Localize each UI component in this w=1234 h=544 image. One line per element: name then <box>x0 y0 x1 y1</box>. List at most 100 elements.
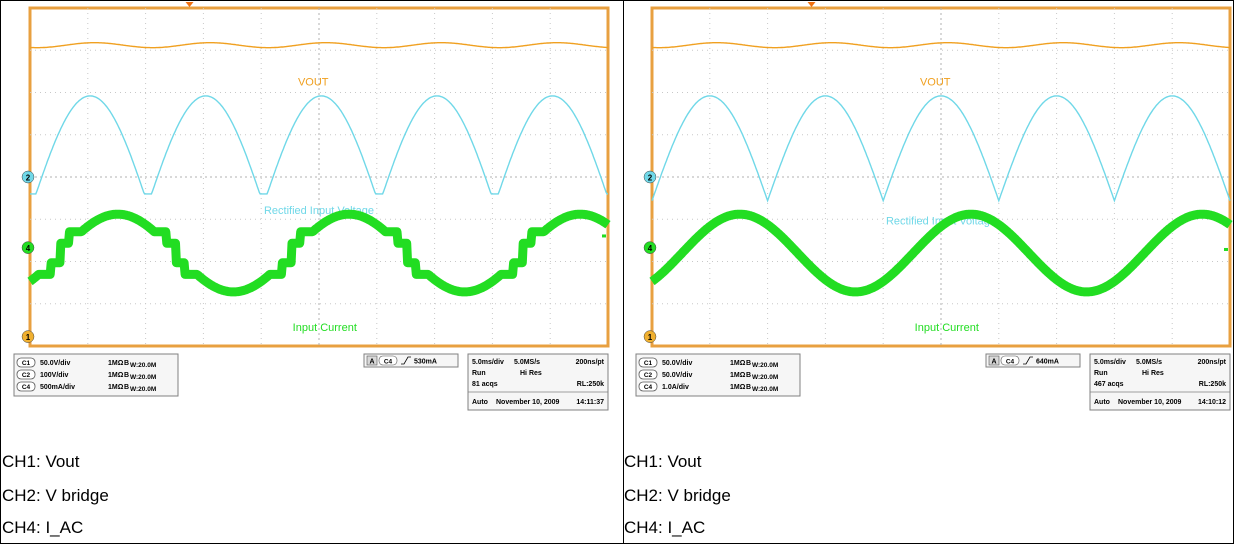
channel-bw: B <box>124 372 129 379</box>
channel-id-badge <box>16 381 36 392</box>
rectified-voltage-trace <box>30 95 608 195</box>
channel-id: C4 <box>22 384 31 391</box>
channel-1-ground-marker-label: 1 <box>648 333 653 342</box>
channel-4-ground-marker <box>21 241 35 254</box>
right-panel: VOUT Rectified Input Voltage Input Current… <box>624 0 1234 544</box>
channel-bw-value: W:20.0M <box>752 386 778 393</box>
caption-ch4: CH4: I_AC <box>2 518 84 537</box>
channel-id: C1 <box>22 360 31 367</box>
channel-bw-value: W:20.0M <box>130 362 156 369</box>
channel-2-ground-marker <box>643 170 657 184</box>
channel-scale: 50.0V/div <box>40 360 70 367</box>
left-panel: VOUT Rectified Input Voltage Input Current… <box>2 0 622 544</box>
rectified-voltage-trace <box>651 95 1231 203</box>
channel-bw: B <box>746 384 751 391</box>
trigger-box <box>363 353 459 368</box>
trigger-label: A <box>369 359 374 366</box>
channel-bw: B <box>746 372 751 379</box>
acq-mode: Run <box>472 370 486 377</box>
channel-bw: B <box>746 360 751 367</box>
channel-1-ground-marker-label: 1 <box>26 333 31 342</box>
acq-rate: 5.0MS/s <box>1136 359 1162 366</box>
channel-coupling: 1MΩ <box>108 372 124 379</box>
caption-ch1: CH1: Vout <box>2 452 80 471</box>
channel-coupling: 1MΩ <box>730 372 746 379</box>
input-current-label: Input Current <box>915 322 979 334</box>
acquisition-box <box>1089 353 1231 411</box>
trigger-position-marker <box>807 2 816 7</box>
trigger-box <box>985 353 1081 368</box>
trigger-source: C4 <box>384 359 393 366</box>
acq-res: Hi Res <box>520 370 542 377</box>
acq-rate: 5.0MS/s <box>514 359 540 366</box>
channel-2-ground-marker-label: 2 <box>648 174 653 183</box>
channel-bw-value: W:20.0M <box>130 386 156 393</box>
acq-count: 81 acqs <box>472 381 498 388</box>
channel-bw-value: W:20.0M <box>130 374 156 381</box>
vout-trace <box>29 42 608 49</box>
acq-timebase: 5.0ms/div <box>1094 359 1126 366</box>
channel-coupling: 1MΩ <box>108 384 124 391</box>
input-current-trace <box>26 209 612 297</box>
vout-trace <box>651 42 1230 49</box>
channel-bw: B <box>124 360 129 367</box>
channel-coupling: 1MΩ <box>730 360 746 367</box>
caption-ch4: CH4: I_AC <box>624 518 706 537</box>
channel-1-ground-marker <box>643 330 657 343</box>
trigger-source-badge <box>378 355 398 366</box>
channel-id: C4 <box>644 384 653 391</box>
caption-ch1: CH1: Vout <box>624 452 702 471</box>
rising-edge-icon <box>1023 356 1033 365</box>
channel-bw-value: W:20.0M <box>752 362 778 369</box>
vout-label: VOUT <box>298 77 329 89</box>
acq-pt: 200ns/pt <box>576 359 605 366</box>
channel-bw: B <box>124 384 129 391</box>
channel-id-badge <box>16 369 36 380</box>
channel-2-ground-marker-label: 2 <box>26 174 31 183</box>
channel-scale: 50.0V/div <box>662 372 692 379</box>
channel-coupling: 1MΩ <box>730 384 746 391</box>
acq-res: Hi Res <box>1142 370 1164 377</box>
trigger-label-badge <box>988 355 1000 366</box>
channel-id-badge <box>16 357 36 368</box>
channel-settings-box <box>635 353 801 397</box>
rising-edge-icon <box>401 356 411 365</box>
channel-scale: 100V/div <box>40 372 69 379</box>
vout-label: VOUT <box>920 77 951 89</box>
acq-timebase: 5.0ms/div <box>472 359 504 366</box>
channel-scale: 1.0A/div <box>662 384 689 391</box>
channel-settings-box <box>13 353 179 397</box>
acq-time: 14:11:37 <box>576 399 604 406</box>
channel-id: C2 <box>22 372 31 379</box>
input-current-label: Input Current <box>293 322 357 334</box>
channel-bw-value: W:20.0M <box>752 374 778 381</box>
channel-1-ground-marker <box>21 330 35 343</box>
channel-4-ground-marker-label: 4 <box>26 244 31 253</box>
channel-scale: 500mA/div <box>40 384 75 391</box>
acq-auto: Auto <box>472 399 488 406</box>
caption-ch2: CH2: V bridge <box>624 486 731 505</box>
channel-coupling: 1MΩ <box>108 360 124 367</box>
acq-mode: Run <box>1094 370 1108 377</box>
acq-date: November 10, 2009 <box>496 399 560 406</box>
channel-id-badge <box>638 381 658 392</box>
channel-id-badge <box>638 357 658 368</box>
channel-id: C1 <box>644 360 653 367</box>
channel-2-ground-marker <box>21 170 35 184</box>
trigger-label: A <box>991 359 996 366</box>
trigger-level-marker <box>1224 247 1228 251</box>
acq-record-length: RL:250k <box>577 381 604 388</box>
channel-scale: 50.0V/div <box>662 360 692 367</box>
channel-4-ground-marker-label: 4 <box>648 244 653 253</box>
input-current-trace <box>648 209 1234 297</box>
channel-id: C2 <box>644 372 653 379</box>
acquisition-box <box>467 353 609 411</box>
table-divider <box>623 0 624 544</box>
trigger-label-badge <box>366 355 378 366</box>
acq-date: November 10, 2009 <box>1118 399 1182 406</box>
channel-4-ground-marker <box>643 241 657 254</box>
trigger-level: 530mA <box>414 359 437 366</box>
trigger-level: 640mA <box>1036 359 1059 366</box>
